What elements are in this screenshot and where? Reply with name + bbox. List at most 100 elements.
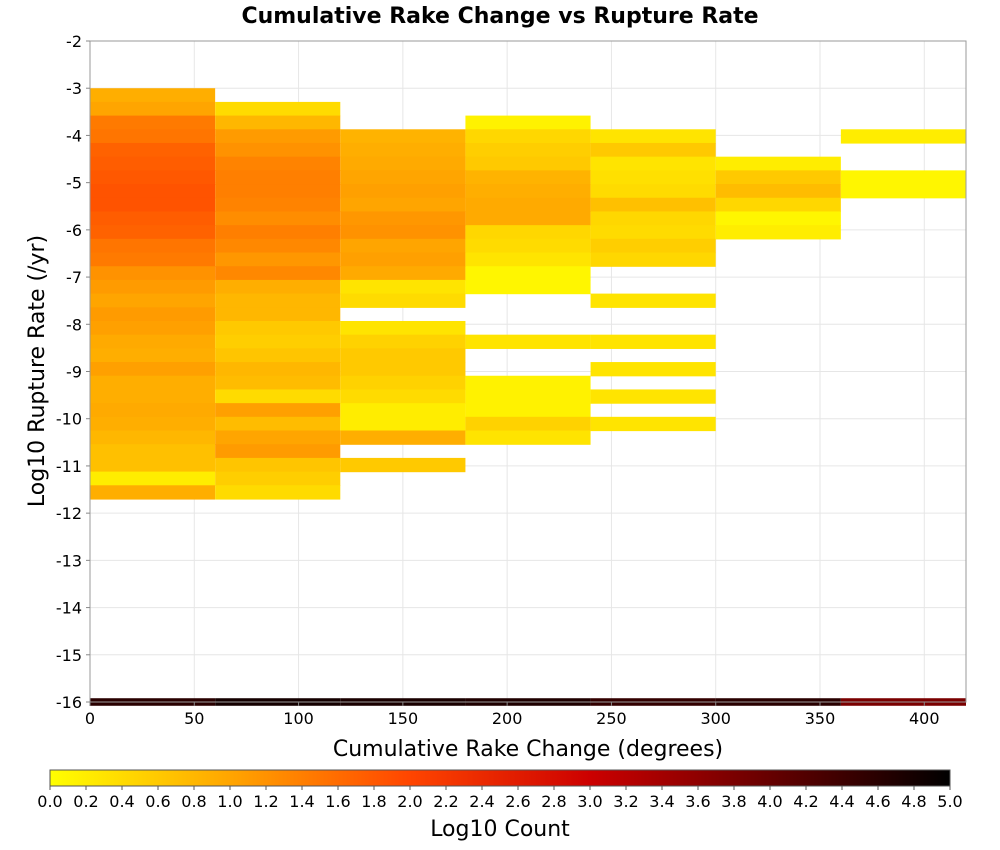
heatmap-cell: [340, 389, 466, 404]
colorbar-tick-label: 4.0: [757, 792, 782, 811]
heatmap-cell: [715, 197, 841, 213]
x-tick-label: 350: [805, 709, 836, 728]
heatmap-cell: [340, 266, 466, 281]
heatmap-cell: [215, 485, 341, 500]
heatmap-cell: [340, 225, 466, 240]
colorbar-tick-label: 2.0: [397, 792, 422, 811]
heatmap-cell: [90, 184, 216, 199]
colorbar-tick-label: 4.8: [901, 792, 926, 811]
heatmap-cell: [590, 362, 716, 377]
heatmap-cell: [90, 279, 216, 295]
heatmap-cell: [90, 115, 216, 130]
heatmap-cells: [90, 88, 966, 706]
heatmap-cell: [590, 293, 716, 308]
heatmap-cell: [340, 457, 466, 473]
colorbar-tick-label: 1.8: [361, 792, 386, 811]
colorbar-tick-label: 1.2: [253, 792, 278, 811]
heatmap-cell: [215, 279, 341, 295]
x-tick-label: 400: [909, 709, 940, 728]
heatmap-cell: [590, 170, 716, 185]
heatmap-cell: [465, 403, 591, 418]
heatmap-cell: [590, 211, 716, 226]
y-tick-label: -14: [56, 599, 82, 618]
heatmap-cell: [340, 320, 466, 336]
y-tick-label: -3: [66, 79, 82, 98]
heatmap-cell: [215, 197, 341, 213]
heatmap-cell: [90, 225, 216, 240]
heatmap-cell: [590, 389, 716, 404]
heatmap-cell: [90, 156, 216, 171]
heatmap-cell: [215, 115, 341, 130]
heatmap-cell: [90, 457, 216, 473]
heatmap-cell: [90, 348, 216, 363]
colorbar-tick-label: 2.8: [541, 792, 566, 811]
y-axis-label: Log10 Rupture Rate (/yr): [25, 235, 50, 507]
chart-title: Cumulative Rake Change vs Rupture Rate: [241, 4, 758, 29]
colorbar-tick-label: 3.8: [721, 792, 746, 811]
heatmap-cell: [215, 334, 341, 349]
heatmap-cell: [340, 142, 466, 158]
heatmap-cell: [465, 115, 591, 130]
heatmap-cell: [90, 101, 216, 117]
heatmap-cell: [215, 471, 341, 486]
heatmap-cell: [340, 334, 466, 349]
heatmap-cell: [215, 457, 341, 473]
heatmap-cell: [90, 444, 216, 459]
heatmap-cell: [465, 170, 591, 185]
heatmap-cell: [215, 444, 341, 459]
heatmap-cell: [715, 211, 841, 226]
heatmap-cell: [90, 252, 216, 267]
heatmap-cell: [465, 389, 591, 404]
heatmap-cell: [340, 238, 466, 254]
heatmap-cell: [340, 362, 466, 377]
heatmap-cell: [90, 307, 216, 322]
heatmap-cell: [215, 362, 341, 377]
y-tick-label: -7: [66, 268, 82, 287]
heatmap-cell: [465, 279, 591, 295]
heatmap-cell: [340, 403, 466, 418]
heatmap-cell: [590, 252, 716, 267]
colorbar-tick-label: 0.4: [109, 792, 134, 811]
heatmap-cell: [340, 170, 466, 185]
colorbar-tick-label: 0.2: [73, 792, 98, 811]
heatmap-cell: [465, 129, 591, 144]
heatmap-cell: [840, 184, 966, 199]
y-tick-label: -6: [66, 221, 82, 240]
x-tick-label: 0: [85, 709, 95, 728]
y-tick-label: -15: [56, 646, 82, 665]
heatmap-cell: [215, 320, 341, 336]
heatmap-cell: [465, 197, 591, 213]
heatmap-cell: [840, 129, 966, 144]
heatmap-cell: [90, 211, 216, 226]
colorbar-tick-label: 3.6: [685, 792, 710, 811]
y-tick-label: -4: [66, 126, 82, 145]
y-tick-label: -13: [56, 551, 82, 570]
heatmap-cell: [215, 266, 341, 281]
heatmap-cell: [465, 225, 591, 240]
x-tick-label: 300: [700, 709, 731, 728]
colorbar-tick-label: 1.0: [217, 792, 242, 811]
heatmap-cell: [590, 238, 716, 254]
heatmap-cell: [215, 156, 341, 171]
heatmap-cell: [465, 430, 591, 445]
heatmap-cell: [340, 279, 466, 295]
heatmap-cell: [90, 88, 216, 103]
heatmap-cell: [715, 156, 841, 171]
heatmap-cell: [590, 416, 716, 432]
heatmap-cell: [465, 184, 591, 199]
heatmap-cell: [90, 293, 216, 308]
x-tick-label: 200: [492, 709, 523, 728]
heatmap-cell: [590, 184, 716, 199]
colorbar-label: Log10 Count: [430, 817, 570, 842]
heatmap-cell: [340, 416, 466, 432]
y-tick-label: -16: [56, 693, 82, 712]
y-tick-label: -8: [66, 315, 82, 334]
heatmap-cell: [465, 156, 591, 171]
heatmap-cell: [340, 156, 466, 171]
heatmap-cell: [90, 416, 216, 432]
y-axis-ticks: -2 -3 -4 -5 -6 -7 -8 -9 -10 -11 -12 -13 -14 -15 -16: [56, 32, 90, 712]
heatmap-cell: [90, 403, 216, 418]
y-tick-label: -5: [66, 174, 82, 193]
heatmap-cell: [90, 129, 216, 144]
heatmap-cell: [590, 129, 716, 144]
